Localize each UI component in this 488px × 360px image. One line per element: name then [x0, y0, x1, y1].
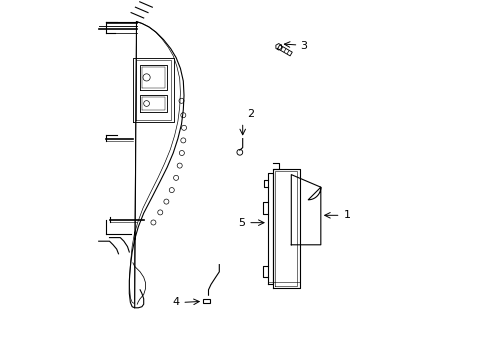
Text: 5: 5	[238, 218, 245, 228]
Text: 4: 4	[172, 297, 179, 307]
Text: 2: 2	[246, 109, 254, 119]
Text: 1: 1	[344, 210, 350, 220]
Text: 3: 3	[300, 41, 306, 51]
